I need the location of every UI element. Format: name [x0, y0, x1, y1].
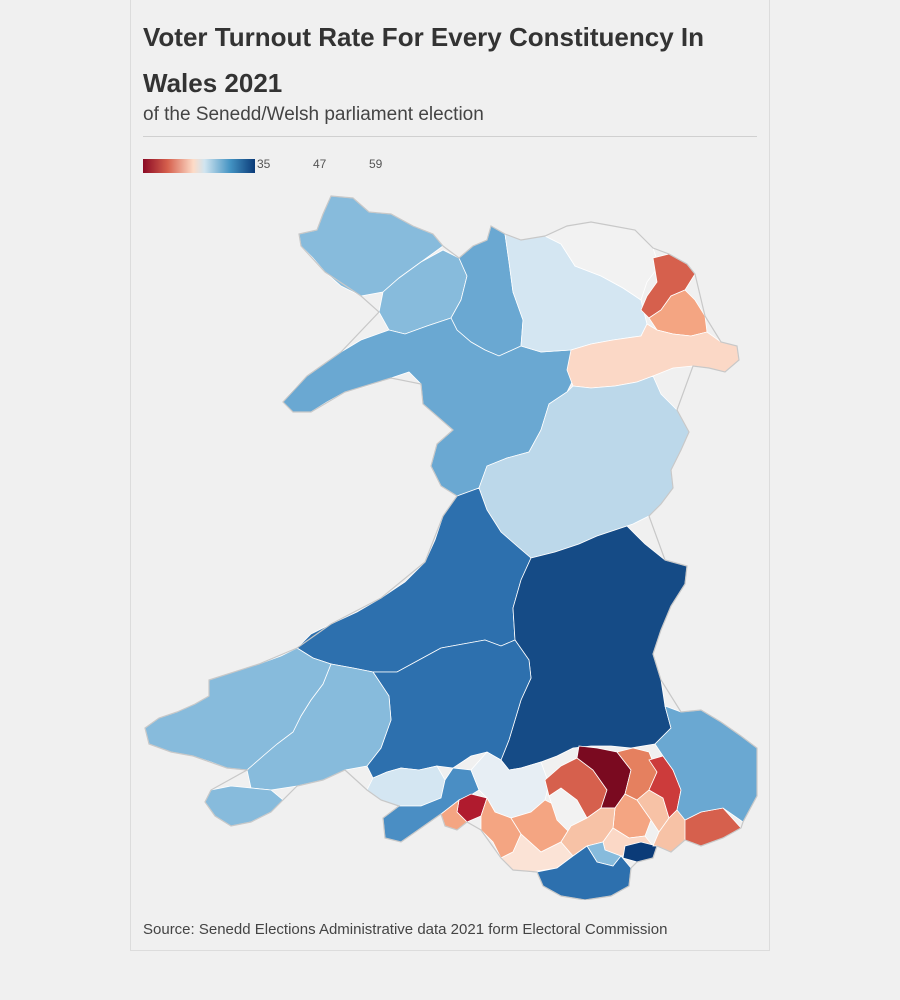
- legend-tick-3: 59: [369, 157, 383, 171]
- wales-choropleth-map: [144, 195, 758, 900]
- chart-card: Voter Turnout Rate For Every Constituenc…: [130, 0, 770, 951]
- constituency-pembrokeshire-south[interactable]: [204, 785, 284, 827]
- constituency-montgomeryshire[interactable]: [478, 375, 690, 559]
- legend-tick-2: 47: [313, 157, 327, 171]
- constituency-brecon-radnorshire[interactable]: [500, 525, 688, 771]
- chart-title: Voter Turnout Rate For Every Constituenc…: [143, 22, 704, 98]
- title-divider: [143, 136, 757, 137]
- color-legend-bar: [143, 159, 255, 173]
- coastline-outline: [144, 195, 758, 900]
- source-note: Source: Senedd Elections Administrative …: [143, 921, 668, 938]
- legend-tick-1: 35: [257, 157, 271, 171]
- constituency-cardiff-central[interactable]: [622, 841, 658, 863]
- chart-subtitle: of the Senedd/Welsh parliament election: [143, 104, 484, 125]
